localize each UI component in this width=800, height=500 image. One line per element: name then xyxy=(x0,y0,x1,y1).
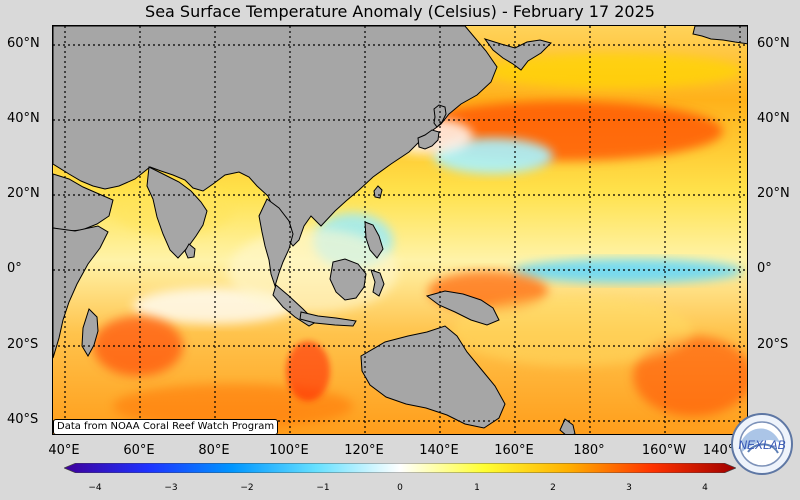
colorbar-tick-minus-2: −2 xyxy=(240,483,254,493)
nexlab-logo-text: NEXLAB xyxy=(738,438,785,452)
lon-label-120e: 120°E xyxy=(344,443,384,458)
colorbar-tick-4: 4 xyxy=(702,483,708,493)
nexlab-logo: NEXLAB xyxy=(731,413,793,475)
map-svg xyxy=(53,26,747,434)
lat-label-left-60n: 60°N xyxy=(7,36,40,51)
map-panel xyxy=(52,25,748,435)
graticule xyxy=(53,26,747,434)
lat-label-right-60n: 60°N xyxy=(757,36,790,51)
colorbar-tick-minus-1: −1 xyxy=(316,483,330,493)
lat-label-right-20s: 20°S xyxy=(757,337,789,352)
land-sri-lanka xyxy=(184,243,196,259)
land-india xyxy=(146,166,208,259)
lat-label-left-20n: 20°N xyxy=(7,186,40,201)
land-java xyxy=(299,311,357,327)
lon-label-80e: 80°E xyxy=(198,443,230,458)
lat-label-left-0: 0° xyxy=(7,261,22,276)
land-new-guinea xyxy=(425,290,500,326)
land-layer xyxy=(53,26,747,434)
lat-label-right-20n: 20°N xyxy=(757,186,790,201)
colorbar-tick-1: 1 xyxy=(474,483,480,493)
lon-label-160w: 160°W xyxy=(641,443,687,458)
data-credit-label: Data from NOAA Coral Reef Watch Program xyxy=(53,419,279,435)
nexlab-logo-map-shape xyxy=(742,428,780,452)
land-philippines xyxy=(364,221,384,259)
land-new-zealand xyxy=(559,418,576,434)
lat-label-right-0: 0° xyxy=(757,261,772,276)
land-sulawesi xyxy=(370,269,385,297)
figure-title: Sea Surface Temperature Anomaly (Celsius… xyxy=(145,2,655,21)
colorbar-tick-3: 3 xyxy=(626,483,632,493)
colorbar xyxy=(64,463,736,473)
colorbar-tick-0: 0 xyxy=(397,483,403,493)
lon-label-160e: 160°E xyxy=(494,443,534,458)
colorbar-tick-minus-4: −4 xyxy=(88,483,102,493)
lat-label-left-40n: 40°N xyxy=(7,111,40,126)
lon-label-60e: 60°E xyxy=(123,443,155,458)
land-australia xyxy=(360,325,506,429)
colorbar-bar xyxy=(64,463,736,473)
land-alaska xyxy=(692,26,747,45)
lat-label-left-40s: 40°S xyxy=(7,412,39,427)
colorbar-tick-minus-3: −3 xyxy=(164,483,178,493)
nexlab-logo-swoosh xyxy=(747,443,779,454)
lon-label-180: 180° xyxy=(573,443,605,458)
lat-label-right-40n: 40°N xyxy=(757,111,790,126)
land-africa xyxy=(53,225,109,359)
lon-label-100e: 100°E xyxy=(269,443,309,458)
land-madagascar xyxy=(81,308,99,358)
lon-label-140e: 140°E xyxy=(419,443,459,458)
land-borneo xyxy=(329,258,367,301)
lon-label-40e: 40°E xyxy=(48,443,80,458)
land-indochina xyxy=(258,198,294,288)
colorbar-tick-2: 2 xyxy=(550,483,556,493)
lat-label-left-20s: 20°S xyxy=(7,337,39,352)
land-japan-honshu xyxy=(417,129,440,150)
